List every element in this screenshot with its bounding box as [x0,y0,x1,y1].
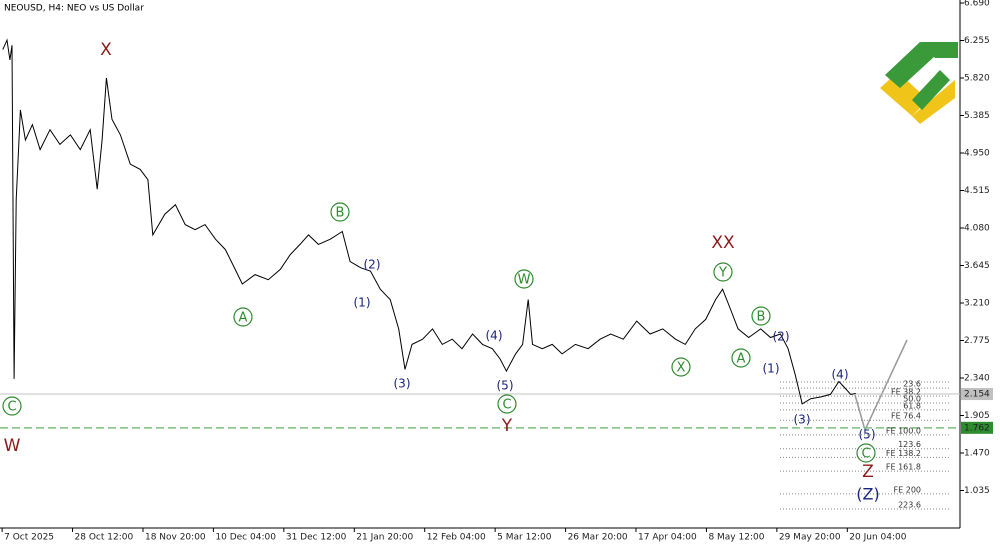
fibo-label: 223.6 [898,501,921,510]
x-tick-label: 12 Feb 04:00 [427,533,486,543]
fibo-label: 123.6 [898,440,921,449]
y-tick-label: 4.080 [964,224,990,234]
wave-circle [671,357,691,377]
y-tick-label: 3.210 [964,299,990,309]
fibo-label: 23.6 [903,380,921,389]
x-tick-label: 20 Jun 04:00 [849,533,906,543]
level-box [961,421,993,434]
wave-label: A [737,352,746,367]
y-tick-label: 5.385 [964,111,990,121]
y-tick-label: 4.515 [964,186,990,196]
wave-label: C [7,400,16,415]
x-tick-label: 7 Oct 2025 [4,533,54,543]
wave-label: X [677,361,686,376]
y-tick-label: 6.255 [964,36,990,46]
wave-circle [497,394,517,414]
fibo-label: FE 200 [894,485,921,494]
logo [880,42,958,124]
fibo-label: FE 161.8 [886,463,921,472]
wave-label: W [518,273,531,288]
wave-circle [731,348,751,368]
logo-part [912,70,950,110]
wave-label: Z [862,462,874,482]
x-tick-label: 5 Mar 12:00 [497,533,552,543]
y-tick-label: 2.775 [964,336,990,346]
wave-label: (4) [486,329,503,343]
fibo-label: FE 38.2 [891,388,921,397]
y-tick-label: 1.035 [964,486,990,496]
fibo-label: FE 138.2 [886,449,921,458]
logo-part [880,72,928,116]
wave-label: (2) [773,330,790,344]
y-tick-label: 4.950 [964,149,990,159]
level-label: 1.762 [964,423,990,433]
wave-circle [330,202,350,222]
current-price-box [961,388,993,401]
wave-circle [233,307,253,327]
wave-label: (5) [497,379,514,393]
logo-part [920,42,958,58]
x-tick-label: 31 Dec 12:00 [286,533,347,543]
wave-circle [514,269,534,289]
wave-circle [2,396,22,416]
wave-label: Y [718,266,727,281]
x-tick-label: 8 May 12:00 [708,533,764,543]
x-tick-label: 10 Dec 04:00 [215,533,276,543]
wave-label: (5) [859,428,876,442]
wave-circle [713,262,733,282]
y-tick-label: 6.690 [964,0,990,9]
logo-part [885,42,935,88]
logo-part [912,80,955,124]
fibo-label: 50.0 [903,395,921,404]
wave-label: XX [711,233,735,253]
wave-label: (1) [763,362,780,376]
wave-label: (Z) [856,485,879,504]
wave-label: X [100,40,112,60]
wave-label: B [757,310,766,325]
x-tick-label: 18 Nov 20:00 [145,533,206,543]
x-tick-label: 28 Oct 12:00 [75,533,134,543]
y-tick-label: 1.470 [964,449,990,459]
wave-label: C [502,398,511,413]
y-tick-label: 2.340 [964,374,990,384]
wave-label: Y [501,416,513,436]
wave-label: A [239,311,248,326]
x-tick-label: 21 Jan 20:00 [356,533,413,543]
wave-circle [856,443,876,463]
wave-label: (3) [794,413,811,427]
projection-path [854,339,908,433]
x-tick-label: 26 Mar 20:00 [568,533,628,543]
x-tick-label: 17 Apr 04:00 [638,533,697,543]
wave-label: (4) [832,368,849,382]
wave-label: (2) [364,258,381,272]
y-tick-label: 5.820 [964,74,990,84]
fibo-label: 61.8 [903,401,921,410]
chart-title: NEOUSD, H4: NEO vs US Dollar [4,4,144,14]
wave-label: (3) [394,377,411,391]
wave-circle [751,306,771,326]
wave-label: C [861,447,870,462]
fibo-label: FE 76.4 [891,412,921,421]
fibo-label: FE 100.0 [886,426,921,435]
wave-label: (1) [354,296,371,310]
current-price-label: 2.154 [964,390,990,400]
price-line [2,38,856,405]
x-tick-label: 29 May 20:00 [779,533,841,543]
y-tick-label: 1.905 [964,411,990,421]
y-tick-label: 3.645 [964,261,990,271]
wave-label: B [336,206,345,221]
wave-label: W [4,436,21,456]
